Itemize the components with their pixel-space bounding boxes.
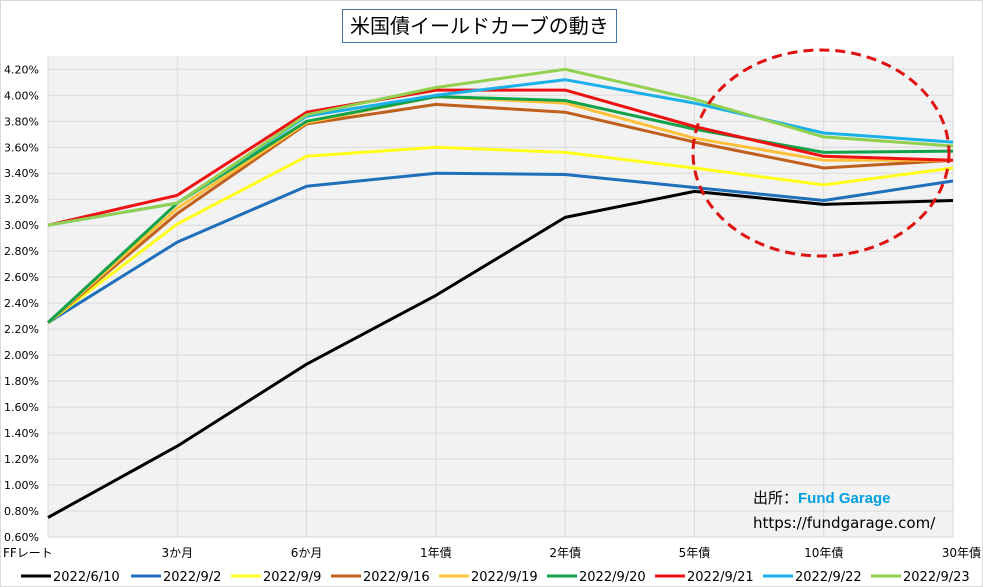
legend-label: 2022/9/2 <box>163 570 221 585</box>
x-tick-label: 1年債 <box>420 545 452 560</box>
x-tick-label: 3か月 <box>161 546 193 560</box>
chart-title: 米国債イールドカーブの動き <box>342 9 617 43</box>
y-tick-label: 1.20% <box>4 453 39 466</box>
y-tick-label: 3.80% <box>4 115 39 128</box>
legend-label: 2022/9/22 <box>795 570 862 585</box>
source-name: Fund Garage <box>798 490 891 507</box>
y-tick-label: 0.80% <box>4 505 39 518</box>
legend-label: 2022/9/23 <box>903 570 970 585</box>
y-tick-label: 2.80% <box>4 245 39 258</box>
legend-label: 2022/9/20 <box>579 570 646 585</box>
y-tick-label: 3.20% <box>4 193 39 206</box>
plot-area <box>48 56 953 537</box>
y-tick-label: 3.00% <box>4 219 39 232</box>
source-url[interactable]: https://fundgarage.com/ <box>753 514 936 532</box>
x-tick-label: 10年債 <box>804 545 843 560</box>
y-tick-label: 2.20% <box>4 323 39 336</box>
x-tick-label: 30年債 <box>942 545 981 560</box>
legend-label: 2022/9/21 <box>687 570 754 585</box>
source-credit: 出所：Fund Garage <box>753 487 891 508</box>
y-tick-label: 3.60% <box>4 141 39 154</box>
source-label: 出所： <box>753 489 799 507</box>
y-tick-label: 0.60% <box>4 531 39 544</box>
y-tick-label: 2.60% <box>4 271 39 284</box>
x-tick-label: 5年債 <box>679 545 711 560</box>
y-tick-label: 4.20% <box>4 63 39 76</box>
y-tick-label: 1.40% <box>4 427 39 440</box>
x-tick-label: 6か月 <box>291 546 323 560</box>
legend-label: 2022/9/19 <box>471 570 538 585</box>
y-tick-label: 2.40% <box>4 297 39 310</box>
legend-label: 2022/6/10 <box>53 570 120 585</box>
x-tick-label: FFレート <box>3 546 53 560</box>
x-tick-label: 2年債 <box>549 545 581 560</box>
y-tick-label: 1.80% <box>4 375 39 388</box>
legend-label: 2022/9/9 <box>263 570 321 585</box>
series-line-2022/9/9 <box>47 145 954 324</box>
y-tick-label: 4.00% <box>4 89 39 102</box>
y-tick-label: 1.60% <box>4 401 39 414</box>
series-line-2022/6/10 <box>47 189 954 519</box>
series-line-2022/9/21 <box>47 88 954 227</box>
legend-label: 2022/9/16 <box>363 570 430 585</box>
y-tick-label: 1.00% <box>4 479 39 492</box>
series-line-2022/9/23 <box>47 67 954 227</box>
highlight-circle <box>691 48 951 258</box>
series-line-2022/9/2 <box>47 171 954 324</box>
y-tick-label: 3.40% <box>4 167 39 180</box>
y-tick-label: 2.00% <box>4 349 39 362</box>
series-line-2022/9/16 <box>47 102 954 324</box>
